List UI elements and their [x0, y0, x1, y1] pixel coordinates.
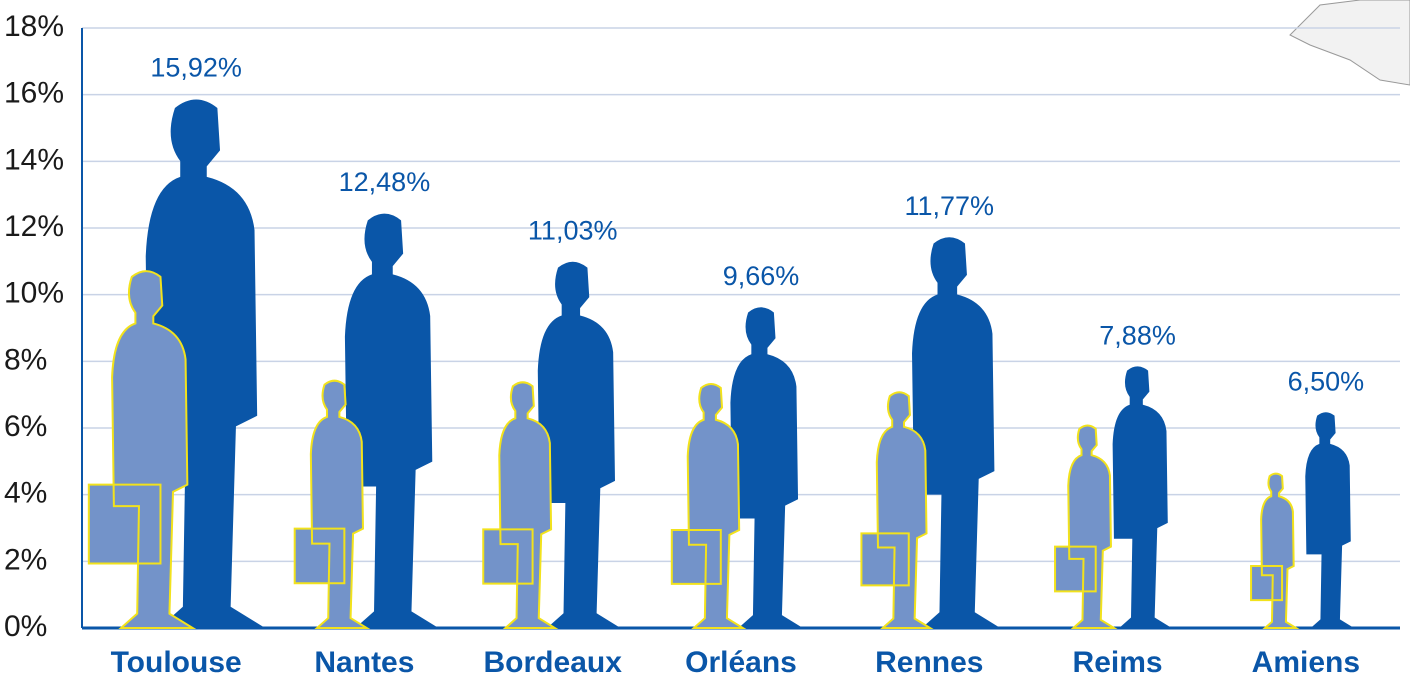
x-tick-label: Reims	[1073, 646, 1163, 679]
y-tick-label: 4%	[4, 477, 47, 510]
x-tick-label: Rennes	[875, 646, 983, 679]
person-figure	[730, 307, 803, 628]
x-tick-label: Toulouse	[111, 646, 242, 679]
data-label: 6,50%	[1288, 366, 1365, 396]
person-figure	[295, 381, 367, 628]
x-tick-label: Orléans	[685, 646, 797, 679]
data-label: 11,03%	[528, 215, 618, 245]
y-tick-label: 2%	[4, 543, 47, 576]
data-label: 7,88%	[1099, 320, 1176, 350]
person-figure	[537, 261, 621, 628]
y-tick-label: 18%	[4, 10, 64, 43]
person-figure	[672, 384, 743, 628]
person-figure	[1055, 425, 1114, 628]
map-decoration	[1289, 0, 1410, 86]
person-figure	[344, 213, 439, 628]
data-label: 11,77%	[904, 191, 994, 221]
y-tick-label: 12%	[4, 210, 64, 243]
y-tick-label: 0%	[4, 610, 47, 643]
y-tick-label: 14%	[4, 143, 64, 176]
x-tick-label: Bordeaux	[484, 646, 623, 679]
person-figure	[1112, 366, 1172, 628]
person-figure	[1251, 474, 1296, 628]
x-tick-label: Amiens	[1252, 646, 1360, 679]
person-figure	[861, 392, 930, 628]
person-figure	[145, 99, 266, 629]
person-figure	[89, 271, 193, 628]
x-tick-label: Nantes	[314, 646, 414, 679]
y-tick-label: 6%	[4, 410, 47, 443]
person-figure	[1305, 412, 1355, 628]
y-tick-label: 16%	[4, 77, 64, 110]
data-label: 12,48%	[339, 167, 431, 197]
y-tick-label: 8%	[4, 343, 47, 376]
person-figure	[912, 237, 1001, 628]
y-tick-label: 10%	[4, 277, 64, 310]
person-figure	[483, 382, 555, 628]
data-label: 9,66%	[723, 261, 800, 291]
data-label: 15,92%	[150, 52, 242, 82]
